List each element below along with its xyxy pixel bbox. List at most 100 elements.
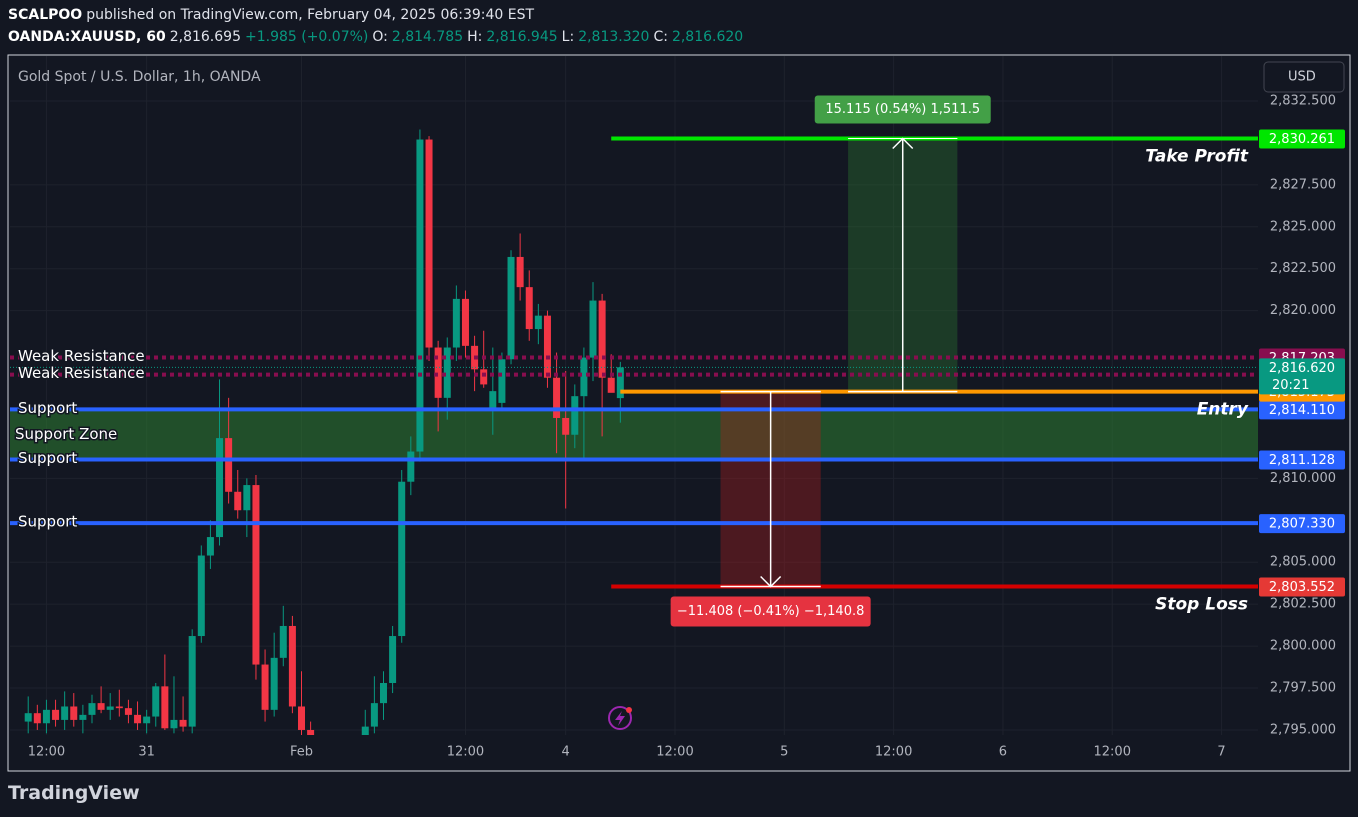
o-val: 2,814.785 bbox=[391, 29, 464, 45]
l-key: L: bbox=[561, 29, 575, 45]
candle-body bbox=[270, 657, 278, 710]
candle-body bbox=[525, 287, 533, 330]
level-name: Weak Resistance bbox=[18, 347, 145, 365]
currency-button[interactable] bbox=[1263, 61, 1345, 93]
candle-body bbox=[580, 357, 588, 397]
candle-body bbox=[607, 377, 615, 393]
publish-info: published on TradingView.com, February 0… bbox=[86, 7, 535, 23]
level-name: Support bbox=[18, 449, 77, 467]
currency[interactable]: USD bbox=[1288, 70, 1316, 85]
candle-body bbox=[243, 485, 251, 511]
candle-body bbox=[288, 625, 296, 707]
author: SCALPOO bbox=[8, 7, 83, 23]
plot-area bbox=[10, 129, 1258, 760]
candle-body bbox=[452, 298, 460, 348]
h-key: H: bbox=[467, 29, 483, 45]
x-tick-label: 12:00 bbox=[28, 745, 65, 760]
candle-body bbox=[24, 713, 32, 722]
candle-body bbox=[252, 485, 260, 665]
y-tick-label: 2,820.000 bbox=[1270, 303, 1336, 318]
candle-body bbox=[134, 714, 142, 724]
level-price-tag-box bbox=[1259, 450, 1345, 470]
countdown: 20:21 bbox=[1272, 378, 1309, 393]
candle-body bbox=[70, 706, 78, 720]
candle-body bbox=[498, 359, 506, 403]
candle-body bbox=[443, 347, 451, 398]
candle-body bbox=[261, 664, 269, 710]
candle-body bbox=[480, 369, 488, 385]
level-name: Support bbox=[18, 513, 77, 531]
level-price-tag-box bbox=[1259, 514, 1345, 534]
candle-body bbox=[42, 709, 50, 724]
chart-title: Gold Spot / U.S. Dollar, 1h, OANDA bbox=[18, 69, 261, 85]
candle-body bbox=[33, 713, 41, 724]
y-tick-label: 2,802.500 bbox=[1270, 597, 1336, 612]
candle-body bbox=[307, 729, 315, 735]
x-tick-label: 12:00 bbox=[447, 745, 484, 760]
candle-body bbox=[197, 555, 205, 637]
x-tick-label: 12:00 bbox=[656, 745, 693, 760]
candle-body bbox=[152, 686, 160, 717]
candle-body bbox=[562, 417, 570, 435]
candle-body bbox=[398, 481, 406, 637]
level-price-tag-box bbox=[1259, 577, 1345, 597]
h-val: 2,816.945 bbox=[486, 29, 558, 45]
candle-body bbox=[489, 391, 497, 408]
candle-body bbox=[589, 300, 597, 358]
ohlc-line: OANDA:XAUUSD, 60 2,816.695 +1.985 (+0.07%)… bbox=[8, 29, 747, 45]
candle-body bbox=[344, 747, 351, 754]
candle-body bbox=[370, 703, 378, 727]
candle-body bbox=[279, 625, 287, 658]
last-price-box bbox=[1259, 358, 1345, 395]
profit-label: 15.115 (0.54%) 1,511.5 bbox=[825, 102, 980, 117]
candle-body bbox=[407, 451, 415, 482]
l-val: 2,813.320 bbox=[578, 29, 650, 45]
candle-body bbox=[188, 636, 196, 727]
candle-body bbox=[170, 719, 178, 729]
candle-body bbox=[507, 256, 515, 360]
candle-body bbox=[379, 683, 387, 704]
candle-body bbox=[616, 367, 624, 399]
candle-body bbox=[461, 298, 469, 346]
zone-label: Support Zone bbox=[15, 425, 117, 443]
candle-body bbox=[543, 315, 551, 378]
candle-body bbox=[389, 636, 397, 684]
c-val: 2,816.620 bbox=[671, 29, 744, 45]
candle-body bbox=[143, 716, 151, 724]
candle-body bbox=[88, 703, 96, 715]
level-name: Support bbox=[18, 399, 77, 417]
candle-body bbox=[52, 709, 60, 720]
x-tick-label: 31 bbox=[138, 745, 155, 760]
level-price-tag: 2,814.110 bbox=[1269, 403, 1335, 418]
candle-body bbox=[425, 139, 433, 348]
candle-body bbox=[325, 750, 332, 760]
candle-body bbox=[79, 714, 87, 720]
grid bbox=[10, 56, 1258, 735]
c-key: C: bbox=[653, 29, 668, 45]
level-name: Stop Loss bbox=[1155, 595, 1248, 615]
candle-body bbox=[106, 706, 114, 710]
level-name: Weak Resistance bbox=[18, 364, 145, 382]
candle-body bbox=[598, 300, 606, 378]
candle-body bbox=[124, 708, 132, 715]
candle-body bbox=[234, 491, 242, 511]
candle-body bbox=[206, 537, 214, 556]
candle-body bbox=[298, 706, 306, 730]
y-tick-label: 2,795.000 bbox=[1270, 722, 1336, 737]
y-tick-label: 2,832.500 bbox=[1270, 93, 1336, 108]
candle-body bbox=[571, 396, 579, 435]
level-price-tag: 2,811.128 bbox=[1269, 453, 1335, 468]
candle-body bbox=[216, 438, 224, 538]
support-zone bbox=[10, 409, 1258, 460]
candle-body bbox=[361, 726, 369, 735]
level-price-tag: 2,803.552 bbox=[1269, 580, 1335, 595]
candle-body bbox=[553, 377, 561, 418]
alert-icon[interactable] bbox=[608, 706, 632, 730]
change: +1.985 (+0.07%) bbox=[244, 29, 369, 45]
y-tick-label: 2,810.000 bbox=[1270, 471, 1336, 486]
candle-body bbox=[516, 256, 524, 288]
y-tick-label: 2,822.500 bbox=[1270, 261, 1336, 276]
